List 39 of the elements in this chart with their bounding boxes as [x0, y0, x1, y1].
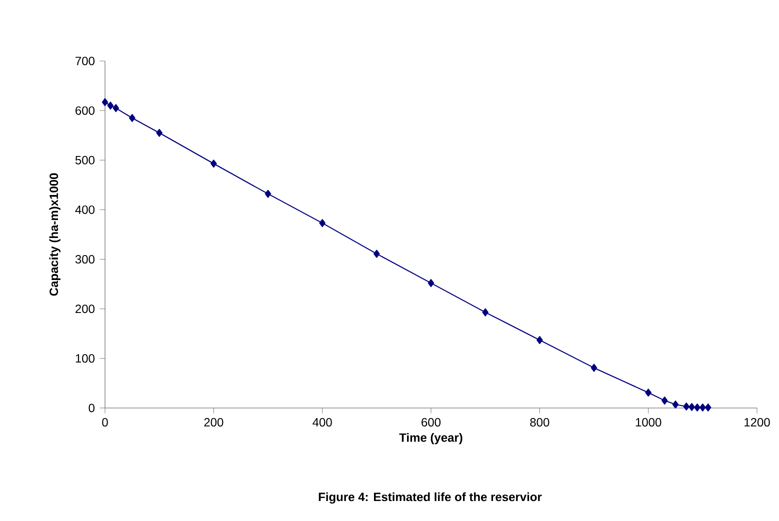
- point: [210, 160, 217, 168]
- point: [156, 128, 162, 137]
- x-tick-label: 800: [530, 418, 550, 427]
- y-tick-label: 100: [76, 354, 94, 363]
- y-tick-label: 0: [88, 404, 94, 412]
- x-tick-label: 400: [312, 418, 332, 427]
- point: [704, 403, 712, 412]
- point: [694, 403, 700, 412]
- point: [482, 308, 488, 316]
- y-tick-label: 200: [76, 304, 94, 314]
- x-tick-label: 0: [102, 418, 108, 427]
- y-tick-label: 600: [76, 106, 94, 115]
- point: [700, 403, 706, 412]
- y-axis-title: Capacity (ha-m)x1000: [49, 173, 60, 296]
- point: [374, 250, 380, 258]
- y-tick-label: 300: [75, 255, 94, 264]
- x-tick-label: 1200: [744, 418, 770, 427]
- x-axis-title: Time (year): [399, 433, 462, 444]
- point: [319, 219, 326, 228]
- caption: Figure 4: Estimated life of the reservior: [318, 492, 542, 504]
- point: [590, 364, 598, 372]
- point: [688, 402, 695, 411]
- y-tick-label: 400: [75, 205, 94, 214]
- point: [264, 190, 272, 198]
- point: [672, 400, 679, 409]
- x-tick-label: 1000: [636, 418, 662, 427]
- point: [683, 402, 690, 410]
- point: [107, 102, 114, 110]
- point: [645, 388, 652, 397]
- x-tick-label: 600: [422, 418, 441, 427]
- point: [129, 114, 136, 122]
- point: [661, 396, 668, 405]
- point: [428, 279, 434, 288]
- y-tick-label: 500: [75, 156, 94, 164]
- point: [536, 336, 543, 344]
- x-tick-label: 200: [204, 418, 224, 427]
- y-tick-label: 700: [76, 56, 94, 66]
- point: [102, 98, 108, 106]
- point: [112, 104, 120, 112]
